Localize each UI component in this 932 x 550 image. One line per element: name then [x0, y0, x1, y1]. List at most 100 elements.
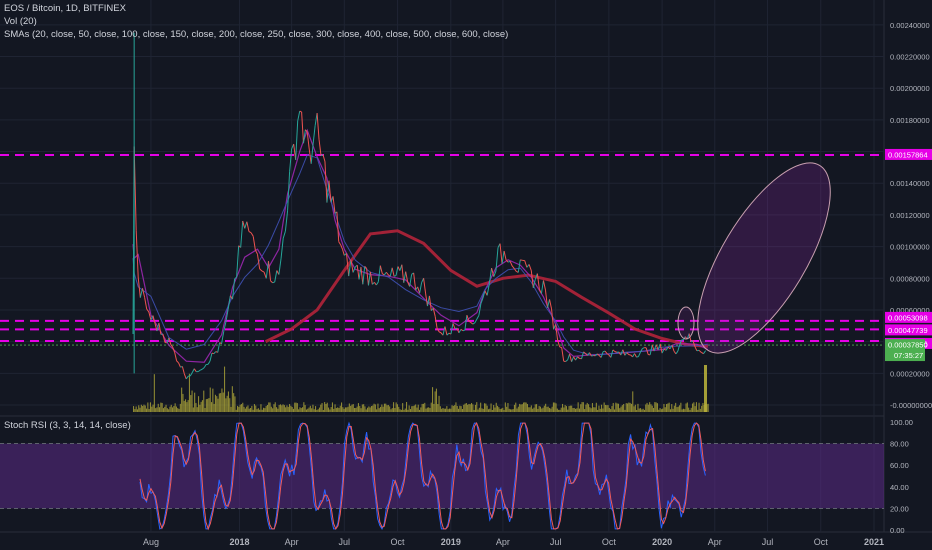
price-candle — [358, 266, 362, 280]
price-candle — [278, 258, 282, 275]
price-candle — [536, 273, 540, 290]
level-price-label: 0.00047739 — [888, 326, 928, 335]
volume-bar — [344, 407, 346, 412]
volume-bar — [497, 405, 499, 412]
volume-bar — [615, 402, 617, 412]
volume-bar — [489, 408, 491, 412]
price-axis[interactable]: 0.00240000 0.00220000 0.00200000 0.00180000… — [885, 21, 932, 535]
volume-bar — [346, 407, 348, 412]
volume-bar — [393, 402, 395, 412]
volume-bar — [494, 407, 496, 412]
volume-bar — [688, 407, 690, 412]
volume-bar — [285, 407, 287, 412]
volume-bar — [230, 406, 232, 412]
volume-bar — [443, 408, 445, 412]
volume-bar — [650, 404, 652, 412]
volume-bar — [565, 406, 567, 412]
volume-bar — [282, 404, 284, 412]
price-tick-label: 0.00120000 — [890, 211, 930, 220]
price-candle — [369, 271, 373, 285]
volume-bar — [161, 402, 163, 412]
volume-bar — [299, 407, 301, 412]
volume-bar — [610, 409, 612, 412]
price-candle — [517, 259, 521, 273]
projection-ellipse[interactable] — [672, 144, 855, 372]
volume-bar — [160, 402, 162, 412]
projection-ellipses[interactable] — [672, 144, 855, 372]
price-candle — [132, 247, 135, 334]
price-tick-label: -0.00000000 — [890, 401, 932, 410]
volume-bar — [649, 402, 651, 412]
volume-bar — [536, 404, 538, 412]
volume-bar — [676, 407, 678, 412]
price-candle — [634, 353, 637, 358]
volume-bar — [546, 406, 548, 412]
price-candle — [312, 125, 316, 144]
volume-bar — [175, 406, 177, 412]
volume-bar — [416, 407, 418, 412]
rsi-band — [0, 443, 884, 509]
price-candle — [470, 322, 474, 325]
volume-bar — [347, 406, 349, 412]
volume-bar — [632, 391, 634, 412]
price-tick-label: 0.00200000 — [890, 84, 930, 93]
price-candle — [513, 268, 517, 272]
price-candle — [675, 350, 679, 355]
price-tick-label: 0.00180000 — [890, 116, 930, 125]
volume-bar — [214, 394, 216, 412]
price-candle — [677, 344, 681, 352]
volume-bar — [281, 405, 283, 412]
volume-bar — [425, 408, 427, 412]
volume-bar — [399, 409, 401, 412]
volume-bar — [455, 402, 457, 412]
volume-bar — [151, 406, 153, 412]
volume-bar — [525, 402, 527, 412]
volume-bar — [208, 398, 210, 412]
volume-bar — [551, 406, 553, 412]
price-candle — [632, 353, 635, 358]
volume-bar — [426, 407, 428, 412]
volume-bar — [218, 393, 220, 412]
price-candle — [254, 249, 258, 255]
price-candle — [499, 243, 503, 264]
small-ellipse[interactable] — [677, 306, 695, 340]
price-candle — [375, 281, 379, 286]
volume-bar — [143, 404, 145, 412]
volume-bar — [658, 409, 660, 412]
volume-bar — [269, 402, 271, 412]
volume-bar — [305, 409, 307, 412]
stoch-rsi-pane — [0, 421, 884, 531]
volume-bar — [502, 407, 504, 412]
last-price-label: 0.00037850 — [888, 341, 928, 350]
volume-bar — [433, 403, 435, 412]
price-candle — [530, 270, 534, 288]
price-candle — [148, 311, 152, 321]
time-axis[interactable]: Aug 2018 Apr Jul Oct 2019 Apr Jul Oct 2020 Apr Jul O… — [143, 537, 884, 547]
volume-bar — [582, 402, 584, 412]
price-candle — [209, 353, 213, 362]
price-candle — [395, 266, 399, 276]
volume-indicator-label: Vol (20) — [4, 16, 37, 27]
price-candle — [207, 360, 211, 365]
volume-bar — [627, 403, 629, 412]
volume-bar — [695, 402, 697, 412]
volume-bar — [500, 408, 502, 412]
volume-bar — [543, 405, 545, 412]
volume-bar — [199, 404, 201, 412]
volume-bar — [407, 409, 409, 412]
price-candle — [571, 356, 575, 362]
price-candle — [284, 210, 289, 232]
price-series — [132, 32, 707, 380]
volume-bar — [183, 400, 185, 412]
volume-bar — [542, 407, 544, 412]
volume-bar — [560, 407, 562, 412]
price-candle — [397, 266, 401, 271]
volume-bar — [278, 405, 280, 412]
volume-bar — [441, 408, 443, 412]
volume-bar — [564, 405, 566, 412]
horizontal-levels[interactable] — [0, 153, 884, 346]
volume-bar — [534, 404, 536, 412]
price-candle — [423, 278, 427, 294]
volume-bar — [133, 406, 135, 412]
